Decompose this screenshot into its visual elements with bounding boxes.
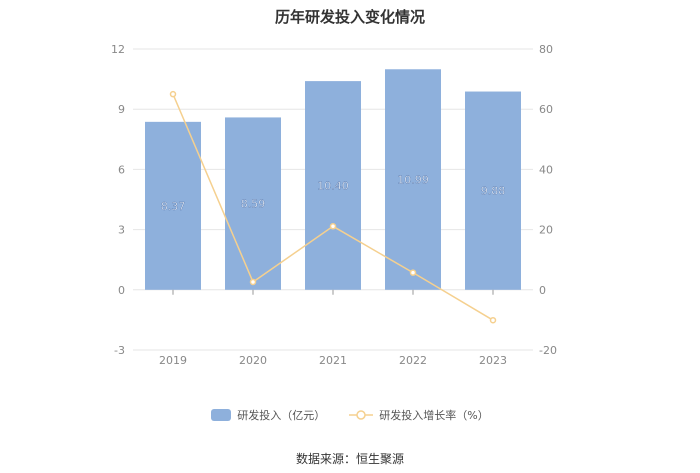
legend: 研发投入（亿元） 研发投入增长率（%）	[0, 407, 700, 423]
chart-title: 历年研发投入变化情况	[274, 8, 425, 26]
y-left-tick-label: 0	[118, 284, 125, 297]
bar-value-label: 9.88	[481, 185, 506, 198]
bar	[225, 117, 281, 290]
legend-bar-swatch	[211, 409, 232, 421]
growth-point	[169, 90, 177, 98]
y-left-tick-label: 9	[118, 103, 125, 116]
y-left-tick-label: -3	[114, 344, 125, 357]
bar	[305, 81, 361, 290]
x-tick-label: 2020	[239, 354, 267, 367]
y-left-tick-label: 3	[118, 224, 125, 237]
legend-line-swatch	[349, 410, 374, 420]
y-right-tick-label: 40	[539, 163, 553, 176]
bar-value-label: 10.99	[397, 174, 429, 187]
x-tick-label: 2023	[479, 354, 507, 367]
bar	[465, 91, 521, 290]
legend-line-label: 研发投入增长率（%）	[379, 409, 489, 422]
legend-item-bar[interactable]: 研发投入（亿元）	[211, 407, 325, 423]
x-tick-label: 2019	[159, 354, 187, 367]
bar-value-label: 10.40	[317, 179, 349, 192]
y-right-tick-label: 80	[539, 43, 553, 56]
y-right-tick-label: 60	[539, 103, 553, 116]
legend-item-line[interactable]: 研发投入增长率（%）	[349, 407, 489, 423]
y-right-tick-label: 0	[539, 284, 546, 297]
data-source: 数据来源：恒生聚源	[295, 452, 404, 466]
bar	[385, 69, 441, 290]
bar-value-label: 8.37	[161, 200, 186, 213]
bar-value-label: 8.59	[241, 198, 266, 211]
x-tick-label: 2022	[399, 354, 427, 367]
y-right-tick-label: -20	[539, 344, 557, 357]
y-left-tick-label: 6	[118, 163, 125, 176]
growth-point	[249, 278, 257, 286]
bar	[145, 121, 201, 290]
x-tick-label: 2021	[319, 354, 347, 367]
y-right-tick-label: 20	[539, 224, 553, 237]
growth-point	[409, 269, 417, 276]
growth-point	[489, 316, 497, 324]
y-left-tick-label: 12	[111, 43, 125, 56]
legend-bar-label: 研发投入（亿元）	[237, 409, 326, 422]
growth-point	[329, 223, 337, 230]
